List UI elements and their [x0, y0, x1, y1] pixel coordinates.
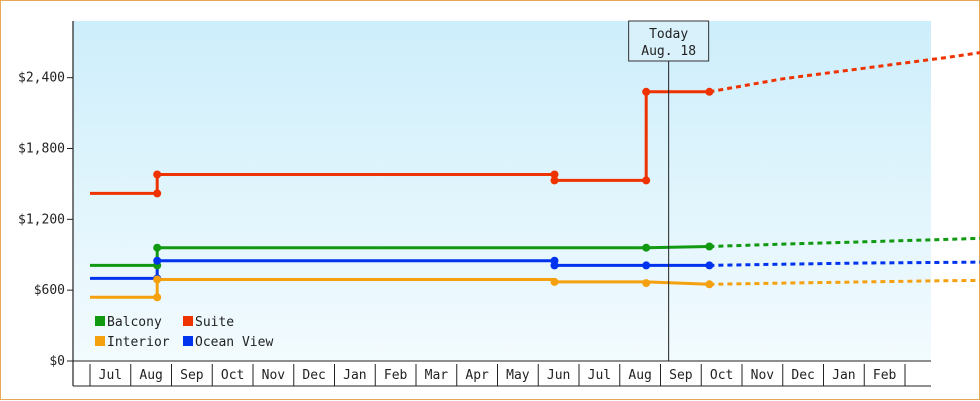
series-point-interior-4 [705, 280, 714, 289]
series-point-suite-6 [705, 87, 714, 96]
month-label-16: Nov [751, 368, 775, 383]
series-point-ocean-view-3 [550, 261, 559, 270]
series-point-interior-2 [550, 277, 559, 286]
month-label-17: Dec [791, 368, 814, 383]
today-date: Aug. 18 [641, 44, 696, 59]
month-label-8: Mar [425, 368, 449, 383]
legend-label-suite: Suite [195, 315, 234, 330]
month-label-13: Aug [628, 368, 651, 383]
month-label-10: May [506, 368, 530, 383]
series-point-ocean-view-5 [705, 261, 714, 270]
month-label-4: Nov [262, 368, 286, 383]
plot-area [73, 21, 931, 361]
month-label-5: Dec [302, 368, 325, 383]
month-label-18: Jan [832, 368, 855, 383]
y-tick-label-1: $600 [34, 283, 65, 298]
legend-label-ocean-view: Ocean View [195, 335, 273, 350]
legend-label-balcony: Balcony [107, 315, 162, 330]
series-point-balcony-1 [153, 243, 162, 252]
series-point-suite-0 [153, 189, 162, 198]
today-box [628, 20, 710, 62]
month-label-19: Feb [873, 368, 897, 383]
series-point-suite-1 [153, 170, 162, 179]
series-point-ocean-view-1 [153, 256, 162, 265]
series-point-suite-3 [550, 176, 559, 185]
series-point-suite-4 [642, 176, 651, 185]
month-label-11: Jun [547, 368, 570, 383]
series-point-suite-5 [642, 87, 651, 96]
legend-swatch-interior [95, 336, 105, 346]
series-point-interior-3 [642, 279, 651, 288]
month-label-2: Sep [180, 368, 204, 383]
month-label-3: Oct [221, 368, 244, 383]
month-label-6: Jan [343, 368, 366, 383]
y-tick-label-2: $1,200 [18, 212, 65, 227]
y-tick-label-0: $0 [49, 354, 65, 369]
legend-swatch-balcony [95, 316, 105, 326]
month-label-1: Aug [139, 368, 162, 383]
month-label-15: Oct [710, 368, 733, 383]
legend-label-interior: Interior [107, 335, 170, 350]
month-label-14: Sep [669, 368, 693, 383]
month-label-7: Feb [384, 368, 408, 383]
today-label: Today [649, 27, 688, 42]
series-point-suite-2 [550, 170, 559, 179]
series-point-balcony-3 [705, 242, 714, 251]
series-point-ocean-view-4 [642, 261, 651, 270]
series-point-balcony-2 [642, 243, 651, 252]
series-point-interior-1 [153, 275, 162, 284]
legend-swatch-suite [183, 316, 193, 326]
legend-swatch-ocean-view [183, 336, 193, 346]
y-tick-label-3: $1,800 [18, 142, 65, 157]
month-label-12: Jul [588, 368, 611, 383]
series-point-interior-0 [153, 293, 162, 302]
month-label-0: Jul [99, 368, 122, 383]
month-label-9: Apr [465, 368, 489, 383]
y-tick-label-4: $2,400 [18, 71, 65, 86]
